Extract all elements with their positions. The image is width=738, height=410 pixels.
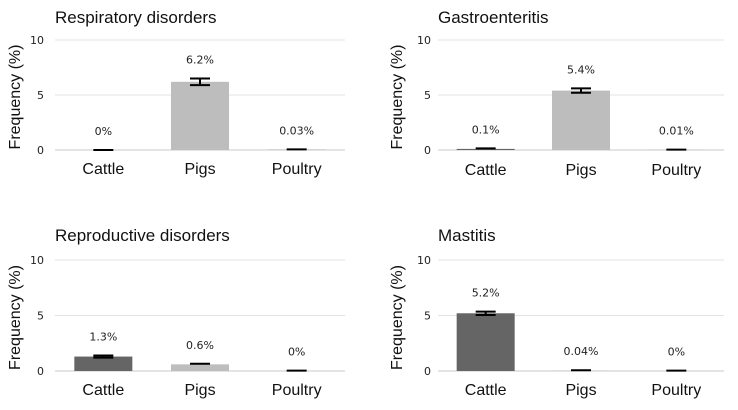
data-label: 0% bbox=[668, 346, 685, 359]
data-label: 0.01% bbox=[659, 125, 694, 138]
y-tick-label: 0 bbox=[424, 365, 431, 378]
chart-title: Respiratory disorders bbox=[55, 8, 217, 27]
chart-title: Mastitis bbox=[438, 226, 496, 245]
x-tick-label: Pigs bbox=[184, 382, 215, 399]
y-tick-label: 10 bbox=[30, 34, 44, 47]
y-tick-label: 5 bbox=[37, 310, 44, 323]
x-tick-label: Poultry bbox=[651, 382, 701, 399]
data-label: 5.4% bbox=[567, 63, 595, 76]
x-tick-label: Pigs bbox=[184, 161, 215, 178]
chart-panel-2: Gastroenteritis 0 5 10 Frequency (%) 0.1% Catt… bbox=[389, 8, 724, 179]
data-label: 5.2% bbox=[472, 287, 500, 300]
y-axis-label: Frequency (%) bbox=[7, 45, 24, 150]
y-tick-label: 10 bbox=[417, 34, 431, 47]
y-tick-label: 0 bbox=[37, 144, 44, 157]
y-axis-label: Frequency (%) bbox=[389, 265, 406, 370]
data-label: 0.03% bbox=[279, 124, 314, 137]
x-tick-label: Poultry bbox=[272, 161, 322, 178]
x-tick-label: Poultry bbox=[272, 382, 322, 399]
x-tick-label: Pigs bbox=[565, 382, 596, 399]
chart-panel-4: Mastitis 0 5 10 Frequency (%) 5.2% Cattle 0.04%… bbox=[389, 226, 724, 399]
y-axis-label: Frequency (%) bbox=[7, 265, 24, 370]
y-tick-label: 0 bbox=[424, 144, 431, 157]
data-label: 0% bbox=[288, 346, 305, 359]
bar-pigs bbox=[552, 90, 610, 150]
y-tick-label: 5 bbox=[37, 89, 44, 102]
y-tick-label: 5 bbox=[424, 89, 431, 102]
bar-cattle bbox=[74, 356, 133, 371]
data-label: 6.2% bbox=[186, 54, 214, 67]
x-tick-label: Cattle bbox=[465, 162, 507, 179]
y-tick-label: 0 bbox=[37, 365, 44, 378]
y-axis-label: Frequency (%) bbox=[389, 45, 406, 150]
data-label: 0% bbox=[95, 125, 112, 138]
x-tick-label: Cattle bbox=[82, 161, 124, 178]
data-label: 0.1% bbox=[472, 123, 500, 136]
bar-cattle bbox=[456, 148, 515, 150]
x-tick-label: Pigs bbox=[565, 162, 596, 179]
y-tick-label: 10 bbox=[417, 254, 431, 267]
data-label: 0.04% bbox=[564, 345, 599, 358]
x-tick-label: Cattle bbox=[465, 382, 507, 399]
bar-pigs bbox=[171, 364, 229, 371]
chart-title: Gastroenteritis bbox=[438, 8, 549, 27]
data-label: 0.6% bbox=[186, 339, 214, 352]
x-tick-label: Cattle bbox=[82, 382, 124, 399]
bar-cattle bbox=[456, 313, 515, 371]
bar-pigs bbox=[171, 81, 229, 150]
data-label: 1.3% bbox=[89, 330, 117, 343]
chart-title: Reproductive disorders bbox=[55, 226, 230, 245]
y-tick-label: 5 bbox=[424, 310, 431, 323]
x-tick-label: Poultry bbox=[651, 162, 701, 179]
chart-panel-3: Reproductive disorders 0 5 10 Frequency (%) 1… bbox=[7, 226, 345, 399]
chart-panel-1: Respiratory disorders 0 5 10 Frequency (%) 0%… bbox=[7, 8, 345, 178]
y-tick-label: 10 bbox=[30, 254, 44, 267]
